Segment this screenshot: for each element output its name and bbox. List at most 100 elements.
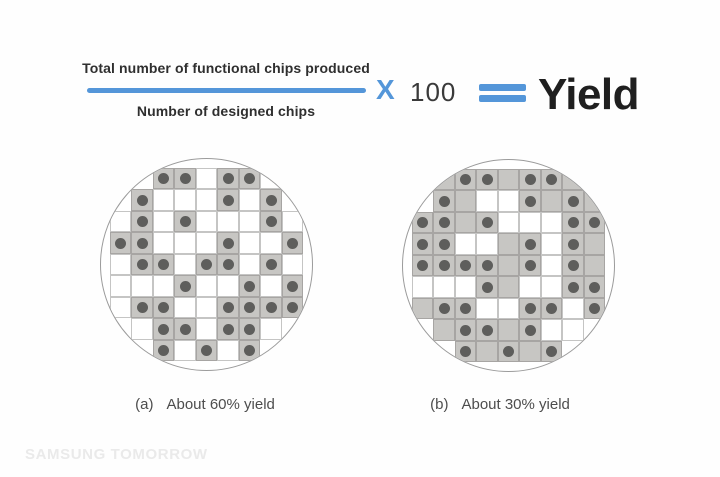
chip-cell-good	[562, 319, 584, 341]
chip-cell-defective	[131, 253, 153, 276]
chip-cell-good	[411, 276, 434, 298]
chip-cell-defective	[152, 318, 175, 340]
chip-cell-good	[174, 232, 196, 254]
chip-cell-defective-area	[497, 254, 520, 277]
chip-cell-defective	[174, 318, 196, 340]
chip-cell-defective	[476, 254, 498, 277]
fraction-line	[87, 88, 366, 93]
chip-cell-good	[195, 167, 218, 190]
chip-cell-defective	[540, 297, 563, 320]
chip-cell-defective-area	[583, 254, 606, 277]
chip-cell-defective	[195, 253, 218, 276]
chip-cell-defective-area	[497, 319, 520, 341]
chip-cell-defective	[562, 190, 584, 212]
samsung-tomorrow-watermark: SAMSUNG TOMORROW	[25, 446, 208, 463]
chip-cell-defective-area	[433, 168, 455, 191]
chip-cell-defective	[411, 254, 434, 277]
chip-cell-defective	[411, 233, 434, 255]
chip-cell-defective	[260, 189, 282, 211]
chip-cell-good	[131, 318, 153, 340]
chip-cell-defective	[433, 254, 455, 277]
chip-cell-defective	[519, 190, 541, 212]
chip-cell-defective-area	[454, 211, 477, 234]
chip-cell-defective	[260, 296, 282, 319]
chip-cell-good	[195, 189, 218, 211]
wafer-b-caption: (b) About 30% yield	[393, 396, 607, 413]
chip-cell-defective	[562, 276, 584, 298]
chip-cell-defective	[152, 167, 175, 190]
chip-cell-good	[217, 275, 239, 297]
chip-cell-good	[195, 296, 218, 319]
chip-cell-defective	[454, 319, 477, 341]
chip-cell-good	[109, 275, 132, 297]
chip-cell-defective	[152, 296, 175, 319]
chip-cell-defective	[519, 297, 541, 320]
chip-cell-good	[109, 253, 132, 276]
chip-cell-empty	[412, 341, 434, 363]
chip-cell-defective	[217, 318, 239, 340]
chip-cell-empty	[584, 169, 606, 191]
chip-cell-defective	[131, 189, 153, 211]
chip-cell-defective	[238, 318, 261, 340]
chip-cell-good	[174, 296, 196, 319]
chip-cell-defective	[562, 233, 584, 255]
chip-cell-empty	[584, 341, 606, 363]
chip-cell-good	[217, 210, 239, 233]
chip-cell-good	[152, 232, 175, 254]
chip-cell-defective	[583, 297, 606, 320]
chip-cell-defective	[454, 254, 477, 277]
chip-cell-good	[131, 275, 153, 297]
chip-cell-defective	[217, 232, 239, 254]
chip-cell-defective	[174, 275, 196, 297]
chip-cell-defective	[540, 168, 563, 191]
chip-cell-good	[260, 275, 282, 297]
chip-cell-defective	[174, 210, 196, 233]
equals-sign-icon	[479, 84, 526, 102]
chip-cell-good	[195, 232, 218, 254]
chip-cell-good	[497, 297, 520, 320]
chip-cell-defective	[540, 340, 563, 363]
multiplier-100: 100	[410, 77, 457, 107]
chip-cell-defective	[217, 167, 239, 190]
chip-cell-defective	[217, 189, 239, 211]
chip-cell-good	[540, 233, 563, 255]
chip-cell-defective	[152, 339, 175, 362]
chip-cell-defective-area	[540, 190, 563, 212]
chip-cell-good	[281, 253, 304, 276]
wafer-b-grid	[411, 168, 606, 363]
chip-cell-good	[519, 211, 541, 234]
chip-cell-good	[195, 275, 218, 297]
chip-cell-defective-area	[497, 276, 520, 298]
chip-cell-good	[540, 319, 563, 341]
chip-cell-defective	[433, 297, 455, 320]
chip-cell-defective	[562, 211, 584, 234]
chip-cell-defective-area	[519, 340, 541, 363]
chip-cell-defective	[476, 168, 498, 191]
chip-cell-good	[238, 253, 261, 276]
chip-cell-defective	[519, 168, 541, 191]
chip-cell-defective-area	[497, 168, 520, 191]
chip-cell-good	[238, 189, 261, 211]
wafer-b-caption-text: About 30% yield	[461, 396, 570, 413]
chip-cell-defective	[519, 254, 541, 277]
chip-cell-defective	[433, 233, 455, 255]
chip-cell-good	[174, 189, 196, 211]
chip-cell-defective-area	[583, 233, 606, 255]
chip-cell-good	[519, 276, 541, 298]
chip-cell-empty	[260, 340, 282, 362]
chip-cell-defective	[433, 211, 455, 234]
chip-cell-good	[109, 210, 132, 233]
chip-cell-defective	[476, 276, 498, 298]
multiply-sign: X	[376, 74, 395, 105]
chip-cell-good	[174, 253, 196, 276]
chip-cell-good	[476, 190, 498, 212]
chip-cell-defective-area	[433, 319, 455, 341]
chip-cell-good	[195, 318, 218, 340]
chip-cell-good	[152, 275, 175, 297]
chip-cell-good	[476, 297, 498, 320]
chip-cell-empty	[282, 168, 304, 190]
chip-cell-good	[217, 339, 239, 362]
chip-cell-good	[497, 190, 520, 212]
chip-cell-empty	[131, 340, 153, 362]
